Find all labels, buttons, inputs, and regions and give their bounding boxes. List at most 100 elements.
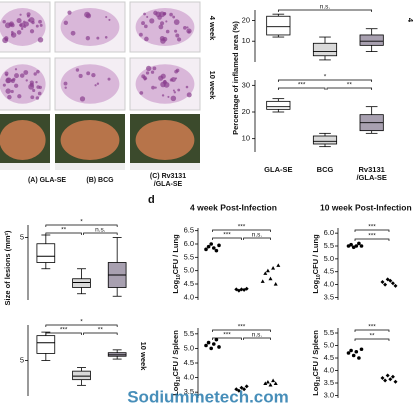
significance-label: * [80, 319, 83, 326]
significance-label: ** [369, 333, 375, 340]
data-point [271, 266, 276, 270]
box [312, 42, 338, 57]
data-point [359, 347, 364, 352]
lesion-spot [79, 96, 86, 102]
ruler [130, 163, 200, 170]
data-point [357, 241, 361, 246]
lesion-spot [165, 20, 168, 23]
lesion-spot [170, 95, 177, 102]
lesion-spot [20, 27, 24, 31]
bracket [45, 224, 118, 227]
y-axis-label-part: Log [171, 382, 180, 396]
data-point [214, 337, 219, 342]
lesion-spot [7, 94, 12, 100]
y-tick-label: 10 [242, 134, 250, 143]
y-axis-label-part: CFU / Lung [311, 234, 320, 274]
lesion-spot [143, 12, 146, 16]
lesion-spot [2, 19, 6, 24]
y-axis-label: Log10CFU / Spleen [311, 330, 322, 396]
significance-label: * [324, 74, 327, 81]
lesion-spot [70, 30, 76, 36]
y-tick-label: 5.0 [184, 343, 194, 352]
lesion-spot [64, 86, 67, 89]
data-point [357, 356, 361, 360]
lesion-spot [169, 12, 173, 17]
y-tick-label: 5.5 [324, 241, 334, 250]
y-axis-label-part: 10 [316, 376, 322, 382]
y-tick-label: 5.0 [184, 266, 194, 275]
lesion-spot [19, 23, 23, 27]
data-point [390, 281, 395, 286]
lesion-spot [35, 96, 40, 100]
lesion-spot [23, 21, 29, 27]
data-point [214, 248, 219, 253]
lesion-spot [29, 29, 35, 34]
data-point [393, 283, 398, 288]
panel-title: 10 week Post-Infection [320, 202, 412, 212]
y-tick-label: 20 [242, 15, 250, 24]
bracket [243, 237, 271, 240]
lesion-spot [5, 73, 8, 77]
lesion-spot [39, 23, 43, 27]
y-tick-label: 3.0 [324, 390, 334, 399]
data-point [239, 385, 244, 390]
y-tick-label: 3.5 [184, 387, 194, 396]
lesion-spot [9, 21, 14, 27]
box [36, 335, 56, 354]
y-tick-label: 5.5 [184, 252, 194, 261]
bracket [277, 9, 373, 12]
lesion-spot [167, 95, 170, 98]
lesion-spot [17, 94, 22, 99]
lesion-spot [186, 92, 192, 98]
lesion-spot [150, 70, 155, 74]
lesion-spot [35, 24, 39, 28]
bracket [45, 232, 82, 235]
column-label: (C) Rv3131 [150, 173, 186, 180]
panel-title: 4 week Post-Infection [190, 202, 277, 212]
y-tick-label: 4.0 [184, 373, 194, 382]
significance-label: n.s. [252, 232, 263, 239]
lesion-spot [14, 83, 19, 88]
lesion-spot [85, 35, 91, 41]
lesion-spot [176, 37, 182, 42]
lung-section [60, 64, 120, 104]
lesion-spot [35, 80, 38, 84]
y-axis-label-part: 10 [176, 376, 182, 382]
lesion-spot [108, 18, 111, 21]
data-point [209, 242, 213, 246]
gross-lung [0, 120, 46, 160]
watermark: Sodiummetech.com [127, 387, 289, 406]
data-point [380, 376, 385, 380]
lesion-spot [25, 79, 28, 82]
lesion-spot [185, 85, 189, 89]
y-axis-label-part: 10 [316, 274, 322, 280]
y-tick-label: 5.0 [324, 254, 334, 263]
data-point [236, 388, 241, 393]
lesion-spot [172, 15, 176, 19]
column-label: /GLA-SE [154, 181, 183, 188]
data-point [273, 381, 278, 386]
bracket [45, 324, 118, 327]
lesion-spot [174, 29, 178, 33]
lesion-spot [78, 73, 83, 79]
data-point [390, 374, 395, 379]
y-tick-label: 5.5 [184, 329, 194, 338]
lesion-spot [177, 88, 181, 92]
lesion-spot [159, 36, 165, 41]
y-tick-label: 4.5 [184, 358, 194, 367]
data-point [217, 345, 221, 349]
x-tick-label: /GLA-SE [356, 173, 386, 182]
lesion-spot [162, 80, 167, 85]
data-point [204, 343, 208, 348]
y-axis-label-part: CFU / Lung [171, 234, 180, 274]
data-point [212, 342, 216, 346]
lesion-spot [154, 86, 157, 89]
y-axis-label-part: Log [311, 382, 320, 396]
lesion-spot [139, 91, 144, 95]
lesion-spot [96, 82, 100, 85]
lesion-spot [160, 73, 166, 79]
y-tick-label: 5.5 [324, 328, 334, 337]
data-point [383, 282, 388, 287]
lung-section [135, 8, 195, 46]
lesion-spot [38, 19, 42, 24]
